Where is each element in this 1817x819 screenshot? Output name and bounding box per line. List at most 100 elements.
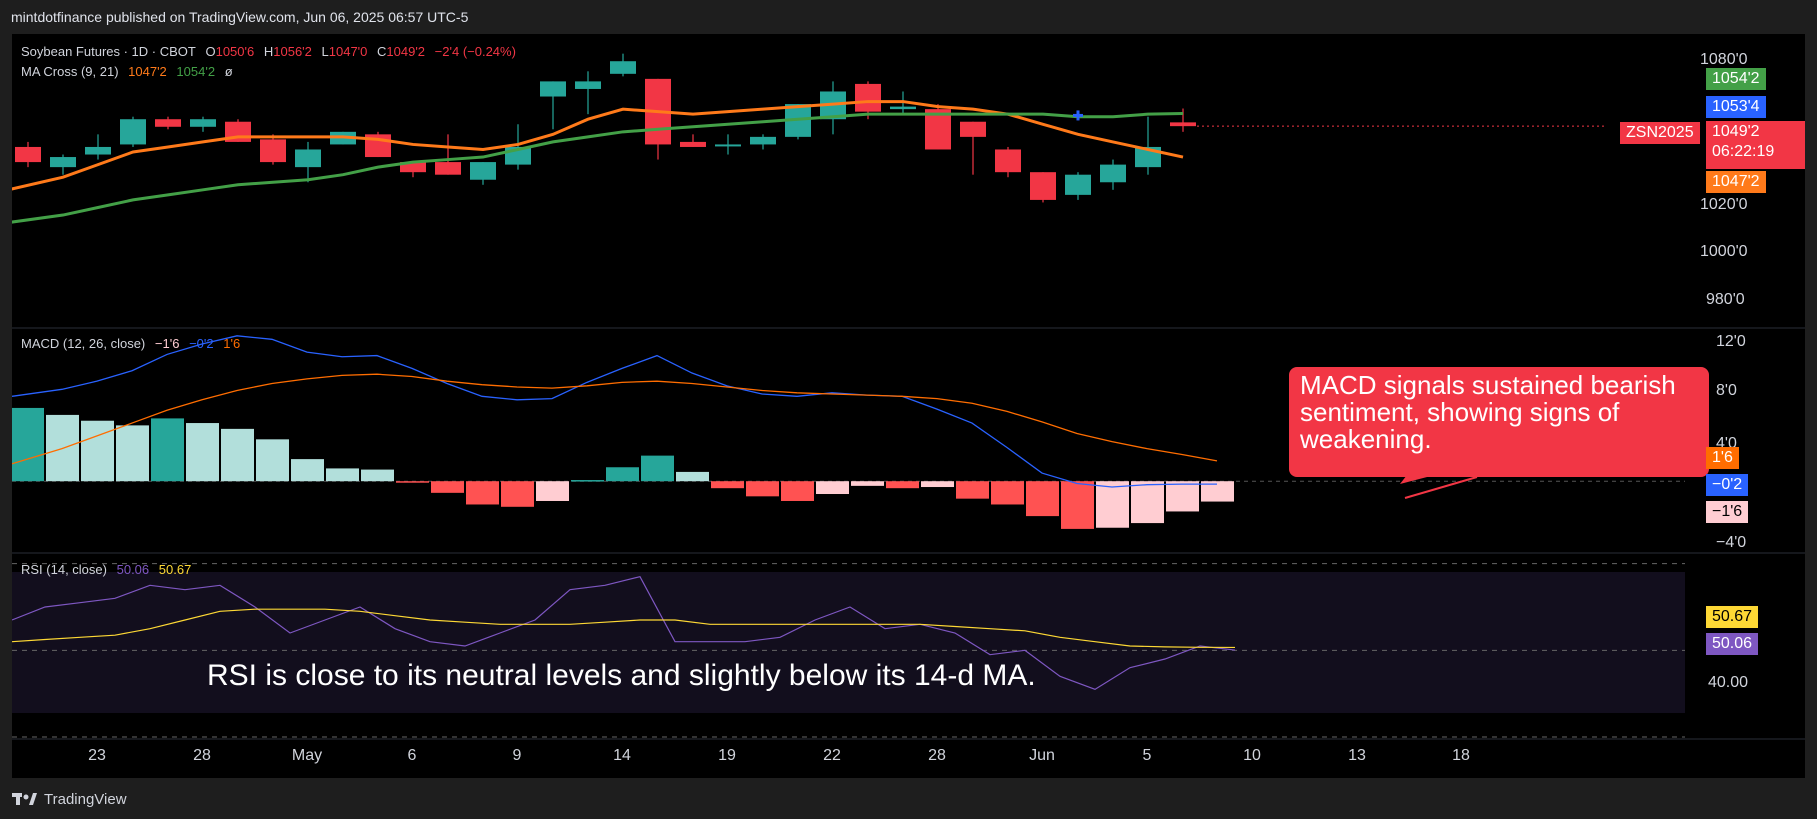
candle-body[interactable] [155,119,181,127]
candle-body[interactable] [435,162,461,175]
macd-histogram-bar[interactable] [1166,481,1199,512]
time-axis-label: 9 [513,747,522,764]
macd-line[interactable] [12,335,1217,488]
macd-histogram-bar[interactable] [186,423,219,482]
macd-histogram-bar[interactable] [256,439,289,482]
macd-tick: 12'0 [1716,333,1746,350]
time-axis-label: 19 [718,747,736,764]
time-axis-label: 28 [193,747,211,764]
candle-body[interactable] [750,136,776,145]
candle-body[interactable] [470,162,496,180]
ma-legend[interactable]: MA Cross (9, 21) 1047'2 1054'2 ø [21,64,239,79]
rsi-tag: 50.06 [1706,633,1759,655]
macd-histogram-bar[interactable] [466,481,499,505]
chart-area[interactable]: 1080'0 1020'0 1000'0 980'0 12'0 8'0 4'0 … [12,34,1805,778]
macd-histogram-bar[interactable] [886,481,919,489]
price-pane[interactable] [12,53,1606,224]
price-tick: 980'0 [1706,291,1745,308]
price-tick: 1020'0 [1700,196,1748,213]
macd-legend[interactable]: MACD (12, 26, close) −1'6 −0'2 1'6 [21,336,246,351]
time-axis-label: 23 [88,747,106,764]
candle-body[interactable] [540,81,566,97]
macd-histogram-bar[interactable] [361,469,394,482]
macd-histogram-bar[interactable] [781,481,814,501]
candle-body[interactable] [400,162,426,173]
macd-histogram-bar[interactable] [1096,481,1129,528]
macd-histogram-bar[interactable] [641,455,674,482]
chart-canvas[interactable]: 1080'0 1020'0 1000'0 980'0 12'0 8'0 4'0 … [12,34,1805,778]
macd-histogram-bar[interactable] [396,481,429,483]
macd-histogram-bar[interactable] [676,471,709,482]
fast-ma-price-tag: 1047'2 [1706,171,1766,193]
candle-body[interactable] [890,106,916,110]
candle-body[interactable] [680,141,706,147]
candle-body[interactable] [575,81,601,89]
candle-body[interactable] [960,121,986,137]
candle-body[interactable] [610,61,636,74]
time-axis-label: 28 [928,747,946,764]
macd-histogram-bar[interactable] [711,481,744,489]
candle-body[interactable] [260,139,286,163]
rsi-tick: 40.00 [1708,674,1748,691]
candle-body[interactable] [715,144,741,147]
macd-histogram-bar[interactable] [501,481,534,507]
candle-body[interactable] [295,149,321,168]
macd-histogram-bar[interactable] [956,481,989,499]
open-value: 1050'6 [215,44,255,59]
macd-histogram-bar[interactable] [921,481,954,488]
macd-legend-title: MACD (12, 26, close) [21,336,146,351]
candle-body[interactable] [190,119,216,127]
candle-body[interactable] [1065,174,1091,195]
macd-histogram-bar[interactable] [1201,481,1234,502]
macd-histogram-bar[interactable] [81,420,114,482]
price-legend[interactable]: Soybean Futures · 1D · CBOT O1050'6 H105… [21,44,522,59]
rsi-pane[interactable] [12,563,1685,738]
macd-histogram-bar[interactable] [291,459,324,482]
rsi-ma-value: 50.67 [158,562,192,577]
macd-signal-line[interactable] [12,373,1218,465]
candle-body[interactable] [1170,122,1196,127]
ma-cross-marker[interactable] [1073,110,1083,121]
rsi-ma-line[interactable] [12,608,1236,649]
macd-histogram-bar[interactable] [991,481,1024,505]
candle-body[interactable] [925,109,951,150]
ma-fast-line[interactable] [12,100,1184,191]
candle-body[interactable] [995,149,1021,173]
candle-body[interactable] [1030,172,1056,200]
rsi-line[interactable] [12,575,1236,690]
time-axis[interactable]: 23 28 May 6 9 14 19 22 28 Jun 5 10 13 18 [88,747,1470,764]
macd-histogram-bar[interactable] [326,468,359,482]
candle-body[interactable] [50,157,76,168]
ma-slow-line[interactable] [12,112,1184,224]
macd-histogram-bar[interactable] [116,425,149,482]
macd-histogram-bar[interactable] [1026,481,1059,517]
candle-body[interactable] [1100,164,1126,183]
macd-histogram-bar[interactable] [12,407,44,482]
low-value: 1047'0 [328,44,368,59]
macd-pane[interactable] [12,335,1685,529]
macd-histogram-bar[interactable] [1061,481,1094,529]
macd-histogram-bar[interactable] [1131,481,1164,524]
macd-histogram-bar[interactable] [746,481,779,497]
rsi-legend[interactable]: RSI (14, close) 50.06 50.67 [21,562,197,577]
candle-body[interactable] [855,83,881,112]
macd-histogram-bar[interactable] [221,428,254,482]
macd-histogram-bar[interactable] [571,480,604,482]
candle-body[interactable] [120,119,146,145]
tradingview-logo-icon[interactable] [12,791,38,807]
rsi-band-background [12,572,1685,713]
macd-histogram-bar[interactable] [431,481,464,493]
macd-histogram-bar[interactable] [536,481,569,501]
macd-callout-box[interactable] [1289,367,1709,477]
candle-body[interactable] [15,146,41,163]
macd-histogram-bar[interactable] [816,481,849,495]
macd-histogram-bar[interactable] [151,418,184,482]
macd-hist-tag: −1'6 [1706,501,1749,523]
symbol-tag[interactable]: ZSN2025 [1620,122,1700,144]
symbol-title: Soybean Futures · 1D · CBOT [21,44,196,59]
brand-name[interactable]: TradingView [44,790,127,808]
macd-histogram-bar[interactable] [851,481,884,486]
macd-histogram-bar[interactable] [606,467,639,482]
candle-body[interactable] [85,146,111,155]
low-label: L [321,44,329,59]
